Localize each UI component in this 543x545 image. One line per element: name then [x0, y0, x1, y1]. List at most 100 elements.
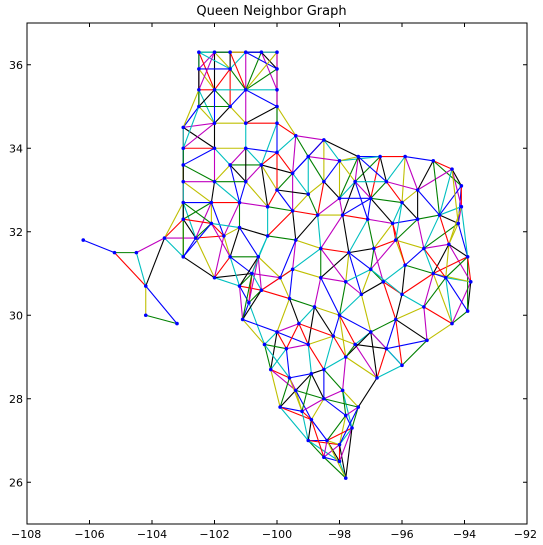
neighbor-edge — [270, 331, 278, 370]
neighbor-edge — [251, 235, 269, 274]
neighbor-edge — [298, 323, 334, 337]
neighbor-edge — [145, 285, 178, 324]
graph-node — [340, 213, 345, 217]
graph-node — [337, 196, 342, 201]
graph-node — [331, 334, 336, 338]
graph-node — [337, 442, 342, 447]
neighbor-edge — [445, 244, 450, 278]
neighbor-edge — [370, 197, 394, 224]
neighbor-edge — [260, 123, 278, 166]
neighbor-edge — [182, 256, 215, 279]
graph-node — [365, 217, 370, 222]
graph-node — [162, 236, 167, 240]
graph-node — [415, 217, 420, 222]
neighbor-edge — [401, 265, 406, 295]
graph-node — [197, 88, 201, 92]
neighbor-edge — [320, 214, 344, 249]
graph-node — [459, 184, 464, 188]
graph-node — [368, 330, 373, 334]
neighbor-edge — [339, 406, 359, 445]
graph-node — [250, 271, 254, 276]
graph-node — [437, 213, 442, 217]
neighbor-edge — [182, 181, 212, 203]
neighbor-edge — [370, 318, 396, 333]
graph-node — [275, 150, 279, 155]
edges-layer — [83, 51, 472, 479]
graph-node — [290, 267, 295, 272]
neighbor-edge — [223, 227, 240, 237]
neighbor-edge — [348, 252, 362, 295]
neighbor-edge — [392, 223, 397, 241]
neighbor-edge — [285, 323, 300, 349]
neighbor-edge — [214, 164, 231, 183]
graph-node — [275, 67, 279, 71]
graph-node — [393, 238, 398, 242]
neighbor-edge — [432, 160, 441, 216]
neighbor-edge — [182, 164, 215, 183]
graph-node — [378, 154, 382, 159]
neighbor-edge — [239, 285, 250, 303]
neighbor-edge — [145, 314, 178, 325]
neighbor-edge — [385, 319, 397, 349]
graph-node — [181, 254, 186, 259]
neighbor-edge — [229, 106, 247, 124]
neighbor-edge — [198, 52, 216, 91]
neighbor-edge — [348, 252, 372, 270]
graph-node — [243, 179, 248, 184]
neighbor-edge — [295, 389, 325, 400]
neighbor-edge — [164, 202, 184, 239]
graph-node — [237, 225, 242, 230]
neighbor-edge — [308, 156, 340, 162]
graph-node — [431, 158, 436, 163]
neighbor-edge — [276, 172, 294, 191]
graph-node — [322, 367, 326, 372]
graph-node — [372, 246, 376, 251]
neighbor-edge — [395, 319, 403, 366]
neighbor-edge — [404, 264, 434, 275]
neighbor-edge — [439, 214, 459, 224]
graph-node — [268, 367, 273, 372]
neighbor-edge — [432, 273, 453, 324]
neighbor-edge — [395, 294, 403, 320]
neighbor-edge — [439, 206, 462, 216]
neighbor-edge — [433, 256, 468, 274]
x-tick-label: −104 — [137, 528, 167, 541]
neighbor-edge — [286, 343, 309, 350]
neighbor-edge — [423, 273, 434, 308]
y-tick-label: 26 — [9, 476, 23, 489]
neighbor-edge — [323, 456, 347, 479]
neighbor-edge — [438, 214, 450, 245]
neighbor-edge — [214, 89, 231, 107]
neighbor-edge — [248, 302, 266, 345]
graph-node — [443, 275, 448, 280]
neighbor-edge — [323, 139, 359, 158]
neighbor-edge — [292, 268, 321, 279]
neighbor-edge — [423, 222, 459, 249]
neighbor-edge — [345, 281, 362, 295]
graph-node — [275, 121, 279, 125]
graph-node — [243, 88, 248, 92]
neighbor-edge — [460, 206, 469, 257]
neighbor-edge — [323, 389, 343, 400]
neighbor-edge — [276, 298, 291, 333]
graph-node — [431, 271, 436, 276]
graph-node — [368, 196, 373, 201]
neighbor-edge — [451, 168, 462, 207]
neighbor-edge — [323, 181, 340, 199]
graph-node — [209, 200, 214, 205]
neighbor-edge — [164, 218, 184, 239]
graph-node — [237, 200, 242, 205]
graph-node — [306, 342, 311, 347]
neighbor-edge — [195, 237, 215, 278]
graph-node — [275, 104, 279, 109]
neighbor-edge — [242, 318, 278, 333]
neighbor-edge — [261, 268, 293, 291]
chart-title: Queen Neighbor Graph — [196, 4, 347, 19]
neighbor-edge — [210, 223, 225, 237]
neighbor-edge — [386, 181, 418, 191]
neighbor-edge — [432, 160, 462, 187]
graph-node — [309, 371, 314, 376]
graph-node — [212, 121, 217, 125]
graph-node — [318, 275, 323, 280]
